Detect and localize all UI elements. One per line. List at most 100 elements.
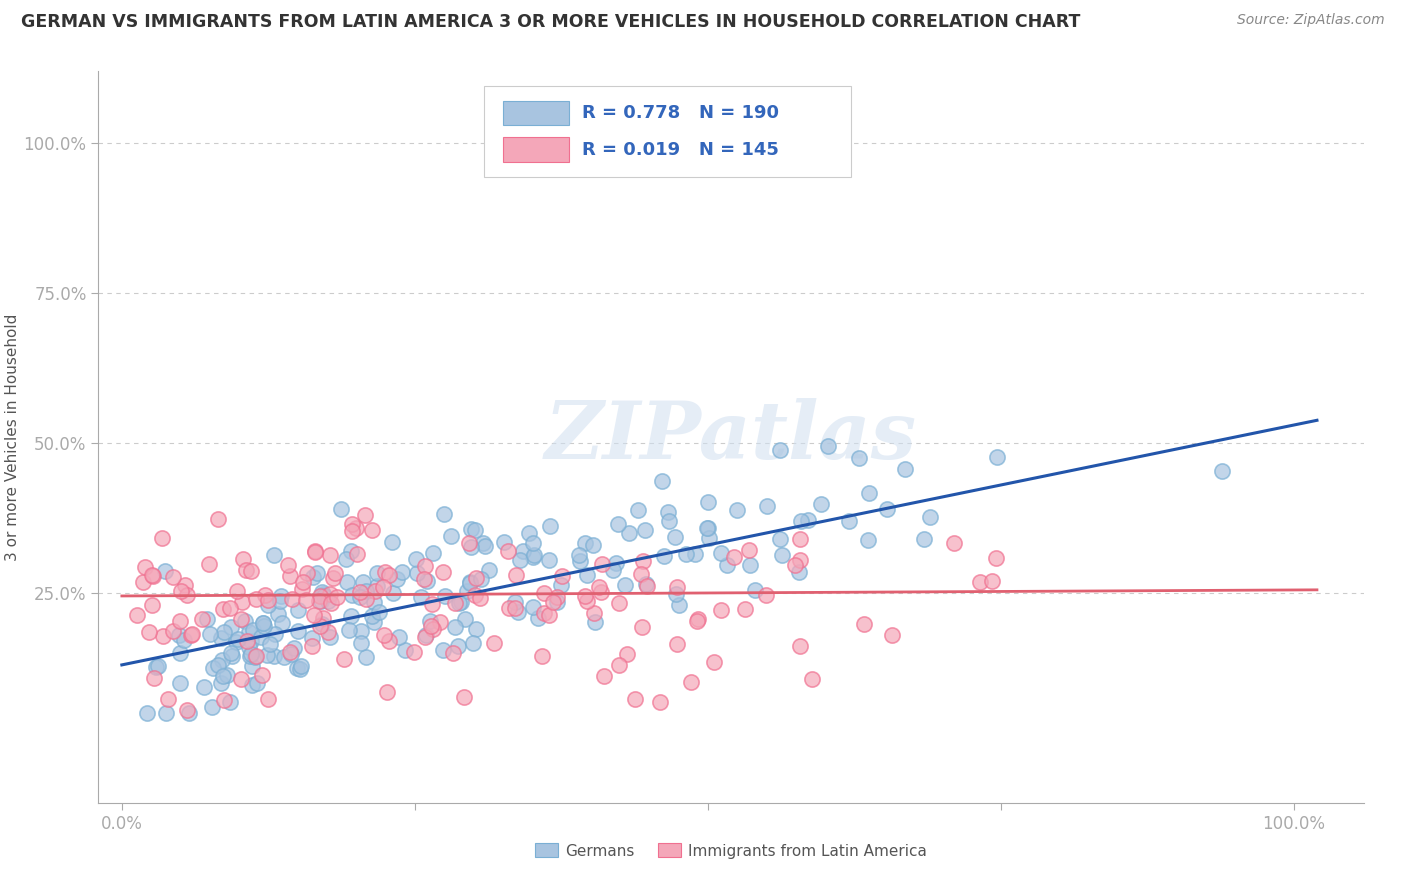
Point bbox=[190, 612, 212, 626]
Point bbox=[838, 515, 860, 529]
Point bbox=[378, 568, 401, 582]
Point bbox=[710, 546, 733, 560]
Point bbox=[170, 583, 193, 598]
Point bbox=[385, 572, 408, 586]
Point bbox=[531, 649, 554, 664]
Point bbox=[415, 627, 437, 641]
Point bbox=[236, 634, 259, 648]
Point bbox=[304, 545, 326, 559]
Point bbox=[434, 589, 457, 603]
Point bbox=[688, 612, 710, 626]
Point bbox=[270, 590, 292, 604]
Point bbox=[142, 569, 165, 583]
Point bbox=[697, 521, 720, 535]
Point bbox=[591, 558, 613, 572]
Point bbox=[239, 647, 262, 661]
Point bbox=[432, 565, 454, 579]
Point bbox=[634, 577, 657, 591]
Point bbox=[617, 526, 640, 541]
Point bbox=[180, 627, 202, 641]
Point bbox=[287, 603, 309, 617]
Point bbox=[211, 602, 233, 616]
Point bbox=[198, 558, 221, 572]
Point bbox=[245, 648, 267, 663]
Point bbox=[770, 548, 793, 562]
Point bbox=[142, 671, 165, 685]
Point bbox=[340, 524, 363, 538]
Point bbox=[350, 636, 373, 650]
Point bbox=[373, 565, 395, 579]
Point bbox=[354, 508, 377, 523]
Point bbox=[301, 639, 323, 653]
Point bbox=[381, 534, 404, 549]
Point bbox=[245, 649, 267, 664]
Point bbox=[422, 546, 444, 560]
Point bbox=[681, 675, 703, 690]
Point bbox=[212, 693, 235, 707]
Point bbox=[217, 668, 239, 682]
Point bbox=[703, 655, 725, 669]
Point bbox=[769, 532, 792, 546]
Point bbox=[363, 584, 385, 599]
Point bbox=[239, 649, 262, 664]
Point bbox=[360, 523, 382, 537]
Point bbox=[472, 535, 495, 549]
Point bbox=[330, 502, 353, 516]
Point bbox=[738, 543, 761, 558]
Point bbox=[614, 578, 637, 592]
Point bbox=[201, 661, 224, 675]
Point bbox=[630, 620, 652, 634]
Point bbox=[463, 524, 485, 538]
Point bbox=[240, 658, 263, 673]
Point bbox=[658, 514, 681, 528]
Point bbox=[817, 439, 839, 453]
Point bbox=[219, 646, 242, 660]
Point bbox=[574, 590, 596, 604]
Point bbox=[378, 633, 401, 648]
Point bbox=[810, 497, 832, 511]
Point bbox=[537, 607, 560, 622]
Point bbox=[238, 624, 260, 639]
Point bbox=[257, 598, 280, 612]
Point bbox=[634, 524, 657, 538]
Point bbox=[263, 648, 285, 663]
Point bbox=[326, 591, 349, 605]
Point bbox=[683, 547, 706, 561]
Point bbox=[363, 615, 385, 629]
Point bbox=[263, 548, 285, 562]
Point bbox=[419, 614, 441, 628]
Point bbox=[323, 566, 346, 581]
Point bbox=[207, 658, 229, 673]
Point bbox=[207, 512, 229, 526]
Point bbox=[582, 538, 605, 552]
Point bbox=[738, 558, 761, 572]
Text: ZIPatlas: ZIPatlas bbox=[546, 399, 917, 475]
Point bbox=[256, 648, 278, 663]
Point bbox=[177, 706, 200, 720]
Point bbox=[146, 659, 169, 673]
Point bbox=[482, 635, 505, 649]
Point bbox=[231, 595, 253, 609]
Point bbox=[309, 594, 332, 608]
Point bbox=[605, 556, 627, 570]
Point bbox=[589, 584, 612, 599]
Point bbox=[373, 628, 395, 642]
Point bbox=[697, 531, 720, 545]
Text: R = 0.778   N = 190: R = 0.778 N = 190 bbox=[582, 104, 779, 122]
Point bbox=[533, 586, 555, 600]
Point bbox=[432, 643, 454, 657]
Point bbox=[433, 507, 456, 521]
Point bbox=[344, 521, 367, 535]
Point bbox=[145, 659, 167, 673]
Point bbox=[607, 517, 630, 532]
Point bbox=[523, 549, 546, 563]
Point bbox=[169, 615, 191, 629]
Point bbox=[509, 553, 531, 567]
FancyBboxPatch shape bbox=[503, 137, 569, 162]
Point bbox=[221, 649, 243, 664]
Point bbox=[285, 661, 308, 675]
Text: GERMAN VS IMMIGRANTS FROM LATIN AMERICA 3 OR MORE VEHICLES IN HOUSEHOLD CORRELAT: GERMAN VS IMMIGRANTS FROM LATIN AMERICA … bbox=[21, 13, 1080, 31]
FancyBboxPatch shape bbox=[503, 101, 569, 126]
Point bbox=[498, 544, 520, 558]
Point bbox=[665, 587, 688, 601]
